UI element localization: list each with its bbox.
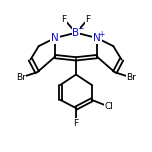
- Text: Cl: Cl: [104, 102, 113, 111]
- Text: N: N: [93, 33, 101, 43]
- Text: +: +: [98, 30, 105, 39]
- Text: F: F: [73, 119, 79, 128]
- Text: F: F: [62, 15, 67, 24]
- Text: Br: Br: [126, 73, 136, 82]
- Text: N: N: [51, 33, 59, 43]
- Text: B: B: [73, 28, 79, 38]
- Text: F: F: [85, 15, 90, 24]
- Text: Br: Br: [16, 73, 26, 82]
- Text: −: −: [77, 24, 83, 33]
